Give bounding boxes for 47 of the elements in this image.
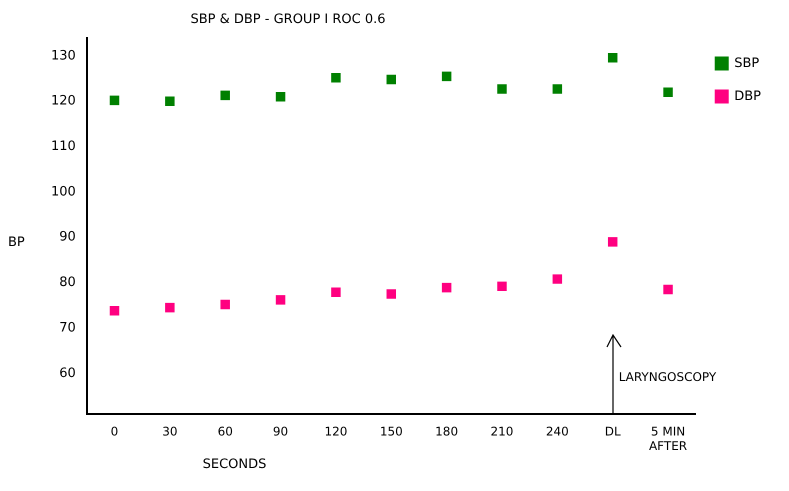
point [497, 84, 507, 94]
x-tick-label: 0 [110, 424, 118, 439]
point [165, 96, 175, 106]
y-tick-label: 70 [59, 320, 76, 336]
y-tick-label: 60 [59, 366, 76, 381]
y-tick-label: 100 [50, 184, 76, 200]
point [110, 96, 120, 106]
x-tick-label: 240 [546, 424, 569, 439]
point [442, 72, 452, 82]
y-tick-label: 130 [50, 48, 76, 64]
point [165, 302, 175, 312]
point [220, 300, 230, 310]
point [331, 72, 341, 82]
legend-label: DBP [734, 88, 762, 104]
x-tick-label: 90 [272, 424, 288, 439]
point [276, 92, 286, 102]
y-tick-label: 120 [50, 94, 76, 109]
x-tick-label: 150 [380, 424, 403, 439]
point [386, 289, 396, 299]
point [220, 90, 230, 100]
point [442, 282, 452, 292]
annotation: LARYNGOSCOPY [618, 370, 716, 384]
point [663, 87, 673, 97]
x-tick-label: 5 MIN AFTER [648, 424, 688, 453]
chart-title: SBP & DBP - GROUP I ROC 0.6 [189, 11, 387, 27]
y-tick-label: 90 [59, 230, 76, 245]
x-tick-label: 30 [162, 424, 178, 439]
point [608, 237, 618, 247]
point [497, 282, 507, 292]
point [386, 74, 396, 84]
legend-label: SBP [734, 56, 760, 71]
point [276, 295, 286, 305]
x-tick-label: 60 [218, 424, 233, 439]
point [608, 53, 618, 62]
point [110, 306, 120, 316]
x-axis-title: SECONDS [202, 457, 268, 472]
point [331, 287, 341, 297]
y-tick-label: 80 [59, 275, 76, 290]
point [663, 284, 673, 294]
y-tick-label: 110 [50, 139, 76, 154]
x-tick-label: 210 [490, 424, 514, 439]
y-axis-title: BP [8, 234, 26, 250]
x-tick-label: DL [604, 424, 621, 439]
point [552, 84, 562, 94]
x-tick-label: 180 [435, 424, 458, 439]
point [552, 274, 562, 284]
x-tick-label: 120 [324, 424, 348, 439]
